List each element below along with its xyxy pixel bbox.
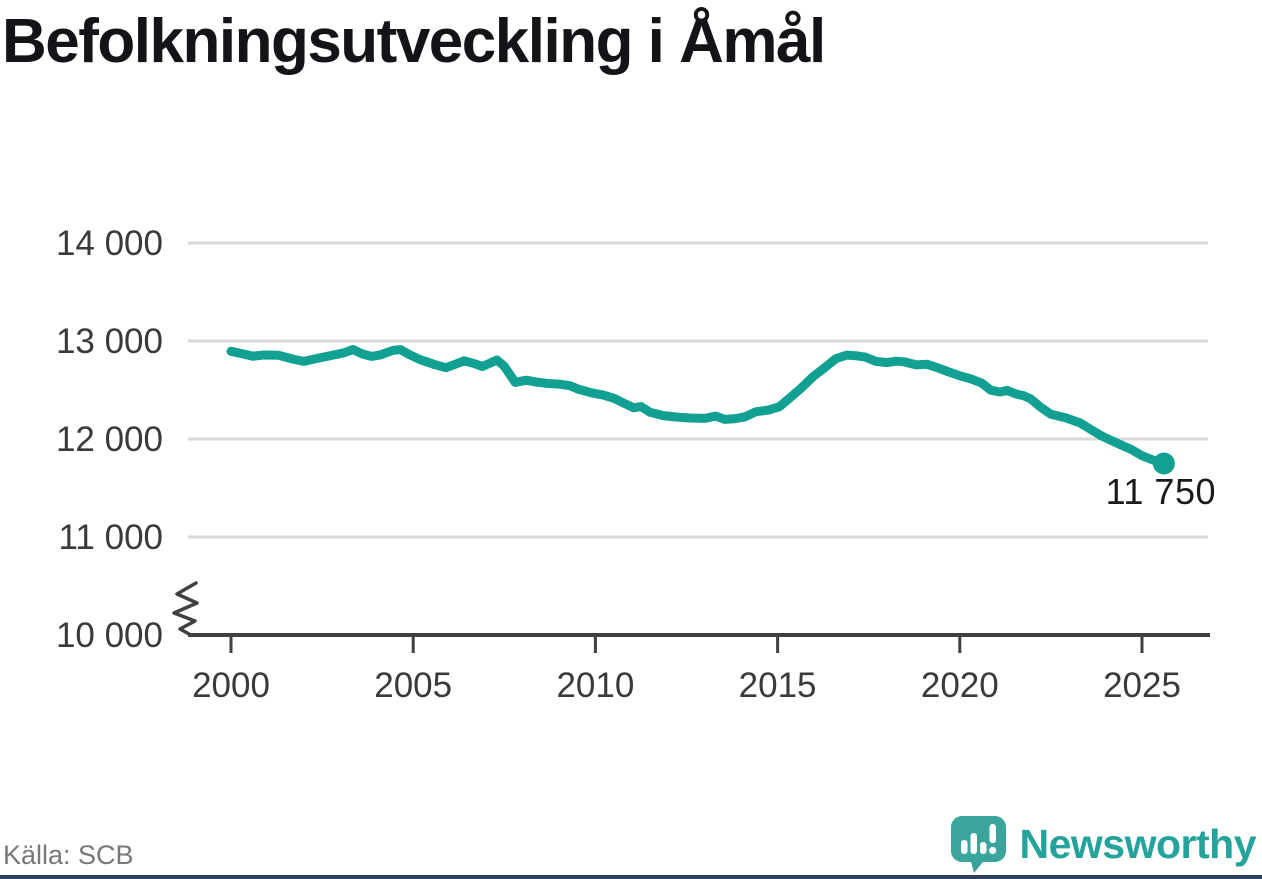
logo-bubble-shape <box>950 816 1006 873</box>
logo-exclamation-bar <box>989 824 996 843</box>
chart-title: Befolkningsutveckling i Åmål <box>2 7 826 76</box>
y-axis-break-mark <box>172 581 199 636</box>
x-tick-label-2010: 2010 <box>556 666 634 705</box>
x-tick-label-2000: 2000 <box>192 666 270 705</box>
logo-exclamation-dot <box>988 846 996 855</box>
brand-wordmark: Newsworthy <box>1019 821 1257 867</box>
y-tick-label-12000: 12 000 <box>56 420 163 459</box>
y-tick-label-13000: 13 000 <box>56 322 163 361</box>
x-tick-label-2015: 2015 <box>739 666 817 705</box>
logo-bar-1 <box>960 840 967 854</box>
logo-bar-3 <box>979 842 986 854</box>
population-series-line <box>226 345 1169 468</box>
y-tick-label-11000: 11 000 <box>59 518 163 557</box>
y-tick-label-14000: 14 000 <box>56 224 163 263</box>
newsworthy-logo: Newsworthy <box>950 816 1257 873</box>
x-tick-label-2025: 2025 <box>1103 666 1181 705</box>
source-caption: Källa: SCB <box>3 840 134 870</box>
bottom-accent-bar <box>0 875 1262 879</box>
series-end-dot <box>1152 452 1175 475</box>
logo-bar-2 <box>970 833 977 854</box>
x-tick-label-2005: 2005 <box>374 666 452 705</box>
y-tick-label-10000: 10 000 <box>56 616 163 655</box>
newsworthy-logo-icon <box>950 816 1006 873</box>
last-value-label: 11 750 <box>1105 471 1216 512</box>
x-tick-label-2020: 2020 <box>921 666 999 705</box>
